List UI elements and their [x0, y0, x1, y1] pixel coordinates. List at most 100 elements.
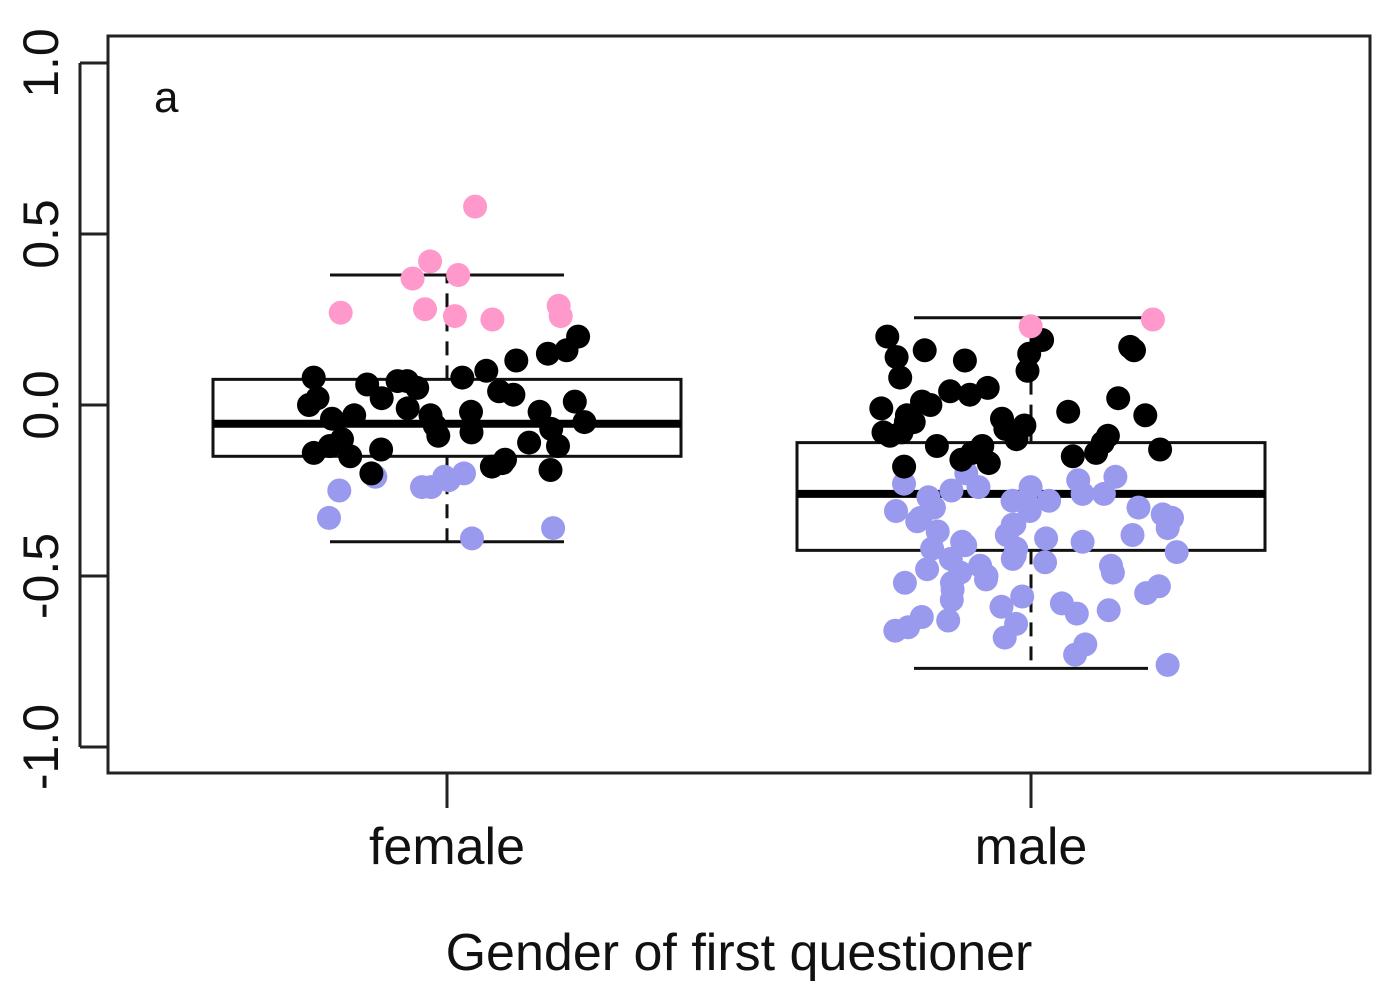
data-point-negative: [966, 475, 991, 500]
data-point-neutral: [952, 348, 977, 373]
data-point-negative: [1120, 523, 1145, 547]
data-point-neutral: [305, 386, 330, 411]
data-point-neutral: [342, 403, 367, 428]
data-point-neutral: [1133, 403, 1158, 428]
data-point-neutral: [301, 365, 326, 390]
data-point-negative: [410, 475, 434, 500]
data-point-negative: [1070, 529, 1095, 554]
data-point-negative: [1017, 499, 1042, 523]
data-point-positive: [480, 307, 505, 332]
data-point-negative: [920, 536, 945, 561]
data-point-neutral: [572, 410, 597, 435]
data-point-positive: [400, 266, 425, 291]
data-point-neutral: [320, 406, 344, 431]
data-point-neutral: [912, 338, 937, 363]
data-point-negative: [992, 625, 1017, 650]
data-point-neutral: [1148, 437, 1173, 462]
data-point-negative: [1134, 581, 1159, 606]
data-point-neutral: [1060, 444, 1085, 469]
data-point-neutral: [450, 365, 475, 390]
data-point-positive: [413, 297, 437, 322]
y-tick-label: -0.5: [13, 533, 69, 619]
iqr-box: [211, 377, 683, 458]
data-point-negative: [317, 505, 341, 530]
data-point-negative: [989, 594, 1014, 619]
data-point-neutral: [459, 420, 484, 445]
data-point-negative: [915, 557, 940, 582]
data-point-negative: [950, 529, 975, 554]
data-point-positive: [446, 263, 471, 287]
data-point-negative: [1099, 553, 1123, 578]
data-point-positive: [1140, 307, 1165, 332]
data-point-neutral: [888, 365, 913, 390]
data-point-negative: [541, 516, 566, 541]
data-point-negative: [1070, 481, 1095, 506]
point-layer: [297, 194, 1189, 677]
data-point-positive: [1018, 314, 1043, 339]
y-tick-label: 0.0: [13, 370, 69, 440]
data-point-neutral: [538, 458, 563, 482]
data-point-neutral: [918, 393, 943, 417]
y-tick-label: 0.5: [13, 199, 69, 269]
data-point-negative: [1126, 495, 1151, 520]
data-point-neutral: [474, 358, 499, 383]
data-point-positive: [546, 293, 571, 318]
data-point-neutral: [535, 341, 560, 366]
x-axis-title: Gender of first questioner: [446, 924, 1033, 982]
data-point-neutral: [875, 324, 900, 349]
data-point-neutral: [501, 382, 526, 407]
data-point-neutral: [1084, 440, 1109, 465]
data-point-negative: [1033, 550, 1058, 575]
data-point-negative: [1064, 601, 1089, 626]
data-point-negative: [1155, 516, 1180, 541]
y-axis: -1.0 -0.5 0.0 0.5 1.0: [13, 28, 108, 790]
data-point-negative: [908, 505, 933, 530]
y-tick-label: -1.0: [13, 704, 69, 790]
data-point-negative: [1063, 642, 1088, 667]
data-point-neutral: [1122, 338, 1146, 363]
data-point-negative: [892, 570, 917, 595]
data-point-positive: [442, 304, 467, 329]
data-point-neutral: [1015, 358, 1040, 383]
data-point-neutral: [317, 434, 342, 458]
data-point-positive: [418, 249, 443, 274]
data-point-negative: [1034, 526, 1059, 551]
data-point-negative: [327, 478, 352, 503]
data-point-neutral: [924, 434, 949, 458]
data-point-negative: [1010, 584, 1035, 609]
data-point-neutral: [546, 434, 570, 458]
data-point-neutral: [1056, 399, 1081, 424]
data-point-neutral: [459, 399, 483, 424]
data-point-neutral: [869, 396, 894, 421]
data-point-negative: [1091, 481, 1116, 506]
data-point-neutral: [1004, 427, 1029, 452]
data-point-neutral: [426, 423, 451, 448]
data-point-negative: [1000, 546, 1025, 571]
data-point-negative: [460, 526, 484, 551]
data-point-neutral: [359, 461, 384, 486]
data-point-neutral: [562, 389, 587, 414]
y-tick-label: 1.0: [13, 28, 69, 98]
data-point-negative: [1037, 488, 1062, 513]
data-point-neutral: [1106, 386, 1131, 411]
data-point-neutral: [892, 454, 917, 479]
data-point-negative: [939, 587, 964, 612]
data-point-negative: [892, 471, 916, 496]
data-point-neutral: [527, 399, 552, 424]
data-point-neutral: [554, 338, 579, 363]
data-point-neutral: [938, 379, 963, 404]
data-point-neutral: [338, 444, 363, 469]
data-point-positive: [463, 194, 488, 219]
data-point-negative: [1000, 512, 1025, 537]
x-tick-label: female: [369, 818, 525, 876]
data-point-negative: [939, 478, 964, 503]
data-point-neutral: [960, 440, 985, 465]
x-axis: female male: [369, 773, 1087, 876]
data-point-negative: [436, 468, 461, 493]
data-point-negative: [1164, 540, 1189, 565]
data-point-negative: [974, 567, 998, 592]
data-point-neutral: [479, 454, 504, 479]
data-point-neutral: [877, 423, 902, 448]
data-point-neutral: [405, 375, 430, 400]
